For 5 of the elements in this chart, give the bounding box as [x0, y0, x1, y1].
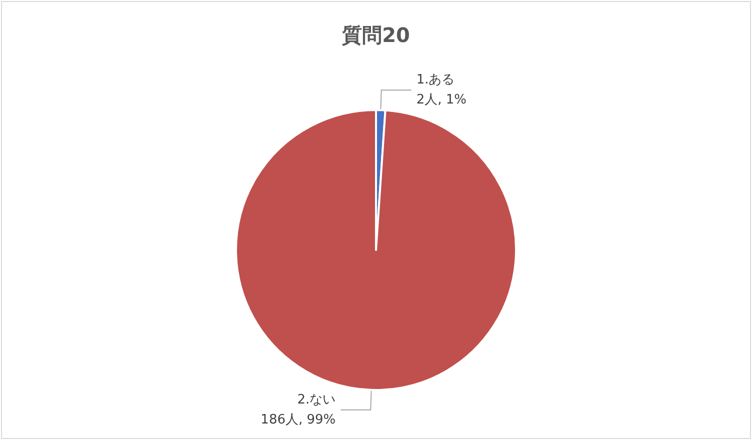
chart-title: 質問20 — [341, 23, 410, 47]
slice-label: 2.ない — [297, 392, 336, 408]
data-label: 2人, 1% — [416, 92, 467, 108]
data-label: 186人, 99% — [260, 412, 336, 428]
slice-label: 1.ある — [416, 72, 455, 88]
